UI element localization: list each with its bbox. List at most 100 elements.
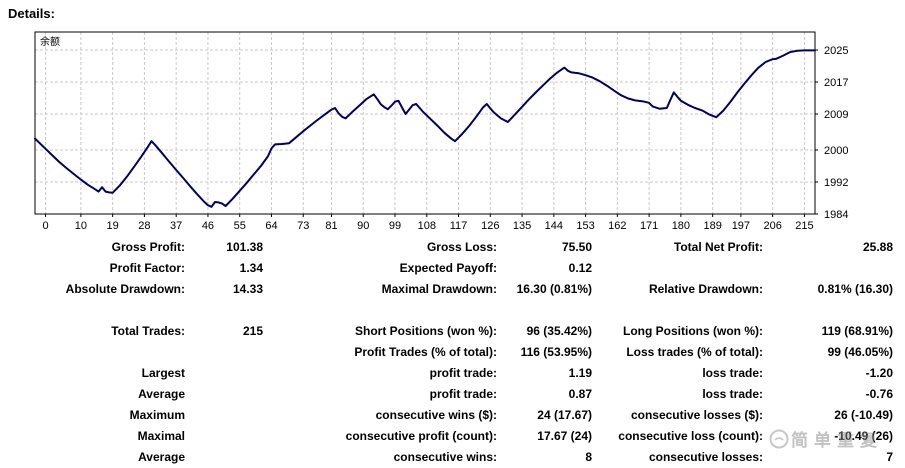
- stat-label: consecutive loss (count):: [618, 429, 763, 443]
- stat-label: Profit Factor:: [109, 261, 185, 275]
- svg-text:215: 215: [795, 220, 813, 232]
- stat-value: [185, 447, 263, 468]
- stat-value: 26 (-10.49): [834, 408, 893, 422]
- table-row: Maximal consecutive profit (count): 17.6…: [0, 426, 893, 447]
- stat-label: [0, 342, 185, 363]
- stat-label: Short Positions (won %):: [355, 324, 497, 338]
- stat-label: Expected Payoff:: [399, 261, 497, 275]
- stat-value: 8: [585, 450, 592, 464]
- svg-text:1992: 1992: [824, 177, 848, 189]
- svg-text:2009: 2009: [824, 109, 848, 121]
- svg-text:206: 206: [763, 220, 781, 232]
- stat-label: Average: [138, 387, 185, 401]
- stat-label: Loss trades (% of total):: [626, 345, 763, 359]
- balance-curve-chart: 2025 2017 2009 2000 1992 1984 0 10 19 28 37 46 55 64 7…: [34, 31, 848, 232]
- stat-value: 0.12: [568, 261, 592, 275]
- svg-text:55: 55: [234, 220, 246, 232]
- stat-value: 16.30 (0.81%): [516, 282, 592, 296]
- stat-label: Maximal: [137, 429, 185, 443]
- svg-text:81: 81: [325, 220, 337, 232]
- svg-text:117: 117: [450, 220, 468, 232]
- stat-value: 1.34: [239, 261, 263, 275]
- stat-value: 215: [242, 324, 263, 338]
- svg-text:64: 64: [265, 220, 277, 232]
- stat-label: Maximum: [129, 408, 185, 422]
- stat-label: consecutive losses:: [648, 450, 763, 464]
- stat-label: [592, 258, 763, 279]
- stat-value: [185, 384, 263, 405]
- svg-text:180: 180: [672, 220, 690, 232]
- stat-value: 1.19: [568, 366, 592, 380]
- stat-value: 24 (17.67): [537, 408, 592, 422]
- stat-label: Largest: [141, 366, 185, 380]
- stat-value: -0.76: [865, 387, 893, 401]
- svg-text:19: 19: [107, 220, 119, 232]
- report-table: Gross Profit: 101.38 Gross Loss: 75.50 T…: [0, 237, 893, 468]
- table-row: Profit Factor: 1.34 Expected Payoff: 0.1…: [0, 258, 893, 279]
- svg-text:90: 90: [357, 220, 369, 232]
- stat-value: 14.33: [232, 282, 263, 296]
- table-row: Average profit trade: 0.87 loss trade: -…: [0, 384, 893, 405]
- stat-label: Relative Drawdown:: [648, 282, 763, 296]
- stat-label: profit trade:: [429, 366, 497, 380]
- stat-label: Profit Trades (% of total):: [354, 345, 497, 359]
- stat-value: 25.88: [862, 240, 893, 254]
- stat-value: 17.67 (24): [537, 429, 592, 443]
- svg-text:108: 108: [418, 220, 436, 232]
- stat-label: Long Positions (won %):: [623, 324, 763, 338]
- stat-value: 99 (46.05%): [827, 345, 893, 359]
- stat-label: Absolute Drawdown:: [65, 282, 185, 296]
- svg-text:10: 10: [75, 220, 87, 232]
- stat-label: Gross Profit:: [111, 240, 185, 254]
- stat-label: Gross Loss:: [426, 240, 497, 254]
- table-row: Gross Profit: 101.38 Gross Loss: 75.50 T…: [0, 237, 893, 258]
- table-row: Average consecutive wins: 8 consecutive …: [0, 447, 893, 468]
- stat-label: consecutive losses ($):: [630, 408, 763, 422]
- svg-text:1984: 1984: [824, 209, 848, 221]
- stat-value: 119 (68.91%): [821, 324, 893, 338]
- page-title: Details:: [8, 6, 55, 21]
- svg-text:153: 153: [576, 220, 594, 232]
- stat-value: [185, 405, 263, 426]
- svg-text:2025: 2025: [824, 45, 848, 57]
- stat-label: Total Net Profit:: [673, 240, 763, 254]
- svg-text:46: 46: [202, 220, 214, 232]
- stat-value: [185, 342, 263, 363]
- svg-text:73: 73: [297, 220, 309, 232]
- svg-text:2000: 2000: [824, 145, 848, 157]
- stat-label: Total Trades:: [111, 324, 185, 338]
- stat-label: consecutive profit (count):: [345, 429, 497, 443]
- stat-label: Average: [138, 450, 185, 464]
- stat-value: -10.49 (26): [834, 429, 893, 443]
- svg-text:37: 37: [170, 220, 182, 232]
- table-row: Profit Trades (% of total): 116 (53.95%)…: [0, 342, 893, 363]
- stat-value: [185, 426, 263, 447]
- stat-value: 0.81% (16.30): [817, 282, 893, 296]
- stat-value: 116 (53.95%): [520, 345, 592, 359]
- svg-text:28: 28: [138, 220, 150, 232]
- stat-value: 75.50: [561, 240, 592, 254]
- svg-text:144: 144: [545, 220, 563, 232]
- svg-text:197: 197: [732, 220, 750, 232]
- stat-label: consecutive wins:: [393, 450, 497, 464]
- stat-value: -1.20: [865, 366, 893, 380]
- table-row: Maximum consecutive wins ($): 24 (17.67)…: [0, 405, 893, 426]
- svg-text:126: 126: [481, 220, 499, 232]
- svg-text:162: 162: [608, 220, 626, 232]
- table-row: Largest profit trade: 1.19 loss trade: -…: [0, 363, 893, 384]
- table-row: Total Trades: 215 Short Positions (won %…: [0, 321, 893, 342]
- stat-value: 7: [886, 450, 893, 464]
- table-row: Absolute Drawdown: 14.33 Maximal Drawdow…: [0, 279, 893, 300]
- svg-text:189: 189: [703, 220, 721, 232]
- stat-label: Maximal Drawdown:: [381, 282, 497, 296]
- svg-text:171: 171: [640, 220, 658, 232]
- stat-label: consecutive wins ($):: [375, 408, 497, 422]
- svg-text:0: 0: [43, 220, 49, 232]
- svg-text:2017: 2017: [824, 77, 848, 89]
- stat-label: loss trade:: [702, 366, 763, 380]
- stat-value: [185, 363, 263, 384]
- stat-value: 101.38: [226, 240, 263, 254]
- stat-value: 96 (35.42%): [526, 324, 592, 338]
- stat-value: [763, 258, 893, 279]
